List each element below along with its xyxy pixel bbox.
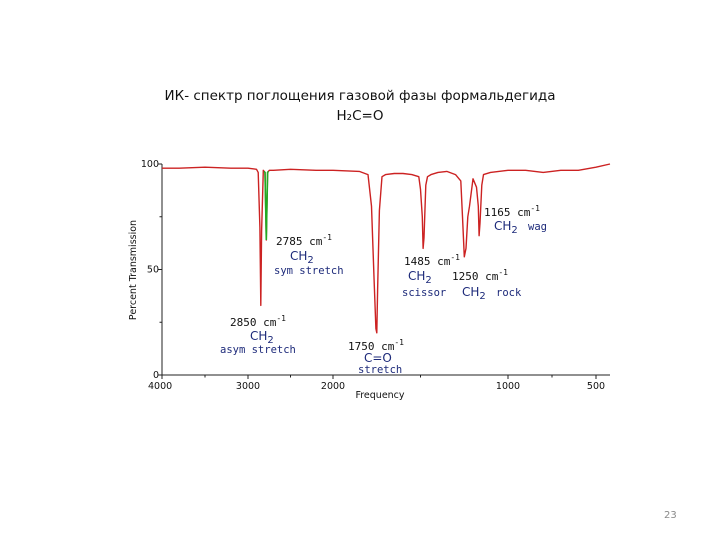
x-tick-label: 3000 [236,381,260,392]
annotation-2785: 2785 cm-1 CH2 sym stretch [274,233,344,277]
annotation-number: 2785 cm [276,235,323,248]
svg-text:1750 cm-1: 1750 cm-1 [348,338,404,353]
annotation-subscript: 2 [511,225,517,236]
spectrum-line [162,163,611,334]
annotation-number: 2850 cm [230,316,277,329]
svg-text:CH2: CH2 [462,285,486,302]
annotation-superscript: -1 [394,338,404,347]
y-axis-label: Percent Transmission [128,220,139,320]
svg-text:CH2: CH2 [250,329,274,346]
annotation-2850: 2850 cm-1 CH2 asym stretch [220,314,296,356]
annotation-1485: 1485 cm-1 CH2 scissor [402,253,460,299]
annotation-superscript: -1 [450,253,460,262]
annotation-group: CH [462,285,479,299]
annotation-subscript: 2 [307,255,313,266]
annotation-1165: 1165 cm-1 CH2 wag [484,204,547,236]
annotation-number: 1485 cm [404,255,451,268]
svg-text:1250 cm-1: 1250 cm-1 [452,268,508,283]
title-line-2: H₂C=O [336,108,384,124]
annotation-superscript: -1 [498,268,508,277]
title-line-1: ИК- спектр поглощения газовой фазы форма… [164,88,556,104]
svg-text:CH2: CH2 [290,249,314,266]
annotation-group: C=O [364,351,392,365]
annotation-mode: stretch [358,364,402,376]
x-axis-label: Frequency [355,390,404,401]
svg-text:1485 cm-1: 1485 cm-1 [404,253,460,268]
annotation-mode: rock [496,287,522,299]
page-number: 23 [664,510,677,521]
annotation-mode: asym stretch [220,344,296,356]
annotation-group: CH [290,249,307,263]
annotation-number: 1750 cm [348,340,395,353]
annotation-subscript: 2 [479,291,485,302]
y-tick-label: 0 [153,370,159,381]
svg-text:1165 cm-1: 1165 cm-1 [484,204,540,219]
annotation-mode: scissor [402,287,446,299]
x-tick-label: 1000 [496,381,520,392]
annotation-number: 1165 cm [484,206,531,219]
x-tick-label: 2000 [321,381,345,392]
annotation-subscript: 2 [425,275,431,286]
x-tick-label: 500 [587,381,605,392]
svg-text:CH2: CH2 [494,219,518,236]
svg-text:CH2: CH2 [408,269,432,286]
annotation-mode: wag [528,221,547,233]
annotation-group: CH [250,329,267,343]
annotation-superscript: -1 [276,314,286,323]
annotation-group: CH [494,219,511,233]
annotation-1750: 1750 cm-1 C=O stretch [348,338,404,376]
y-tick-label: 50 [147,265,159,276]
y-tick-label: 100 [141,159,159,170]
annotation-superscript: -1 [530,204,540,213]
x-tick-label: 4000 [148,381,172,392]
svg-text:2785 cm-1: 2785 cm-1 [276,233,332,248]
svg-text:2850 cm-1: 2850 cm-1 [230,314,286,329]
annotation-group: CH [408,269,425,283]
annotation-number: 1250 cm [452,270,499,283]
annotation-subscript: 2 [267,335,273,346]
highlight-band-2785 [263,170,270,241]
annotation-superscript: -1 [322,233,332,242]
annotation-1250: 1250 cm-1 CH2 rock [452,268,522,302]
slide-title: ИК- спектр поглощения газовой фазы форма… [0,86,720,126]
annotation-mode: sym stretch [274,265,344,277]
